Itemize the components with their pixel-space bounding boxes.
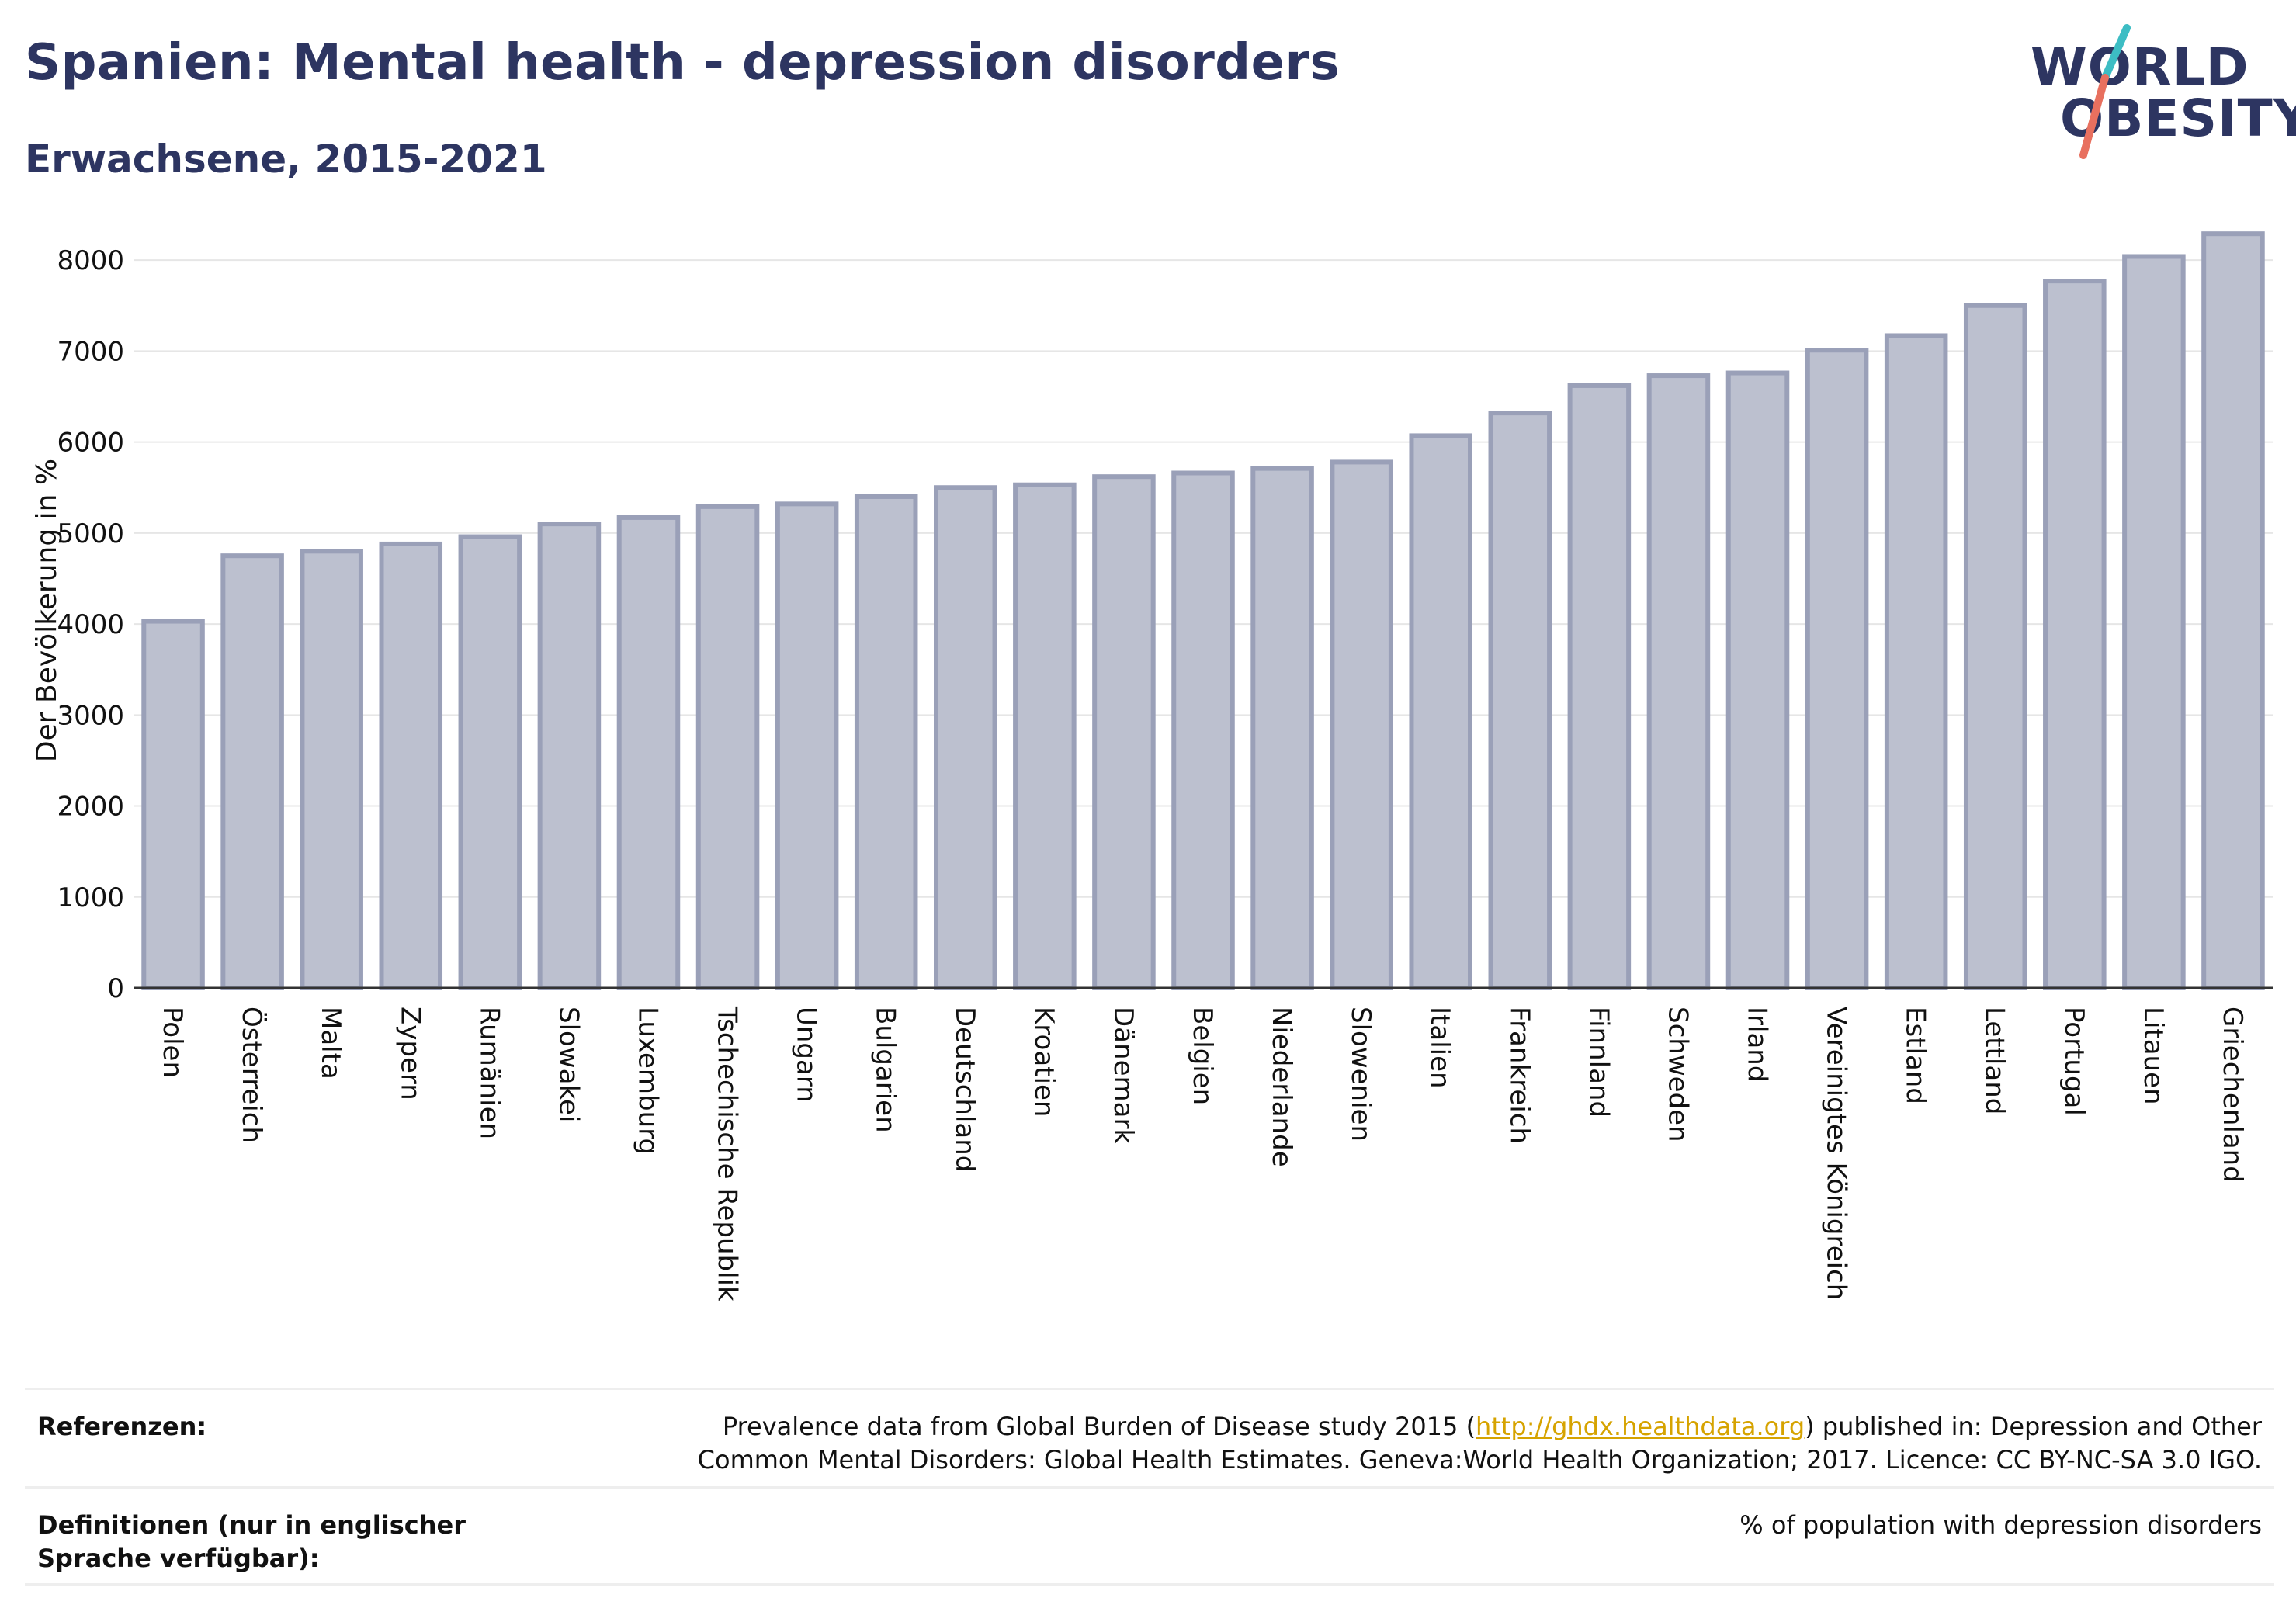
y-tick-label: 3000 xyxy=(57,700,124,731)
bar xyxy=(1250,466,1314,990)
x-tick-label: Malta xyxy=(315,1007,346,1080)
bar xyxy=(220,553,284,990)
x-tick-label: Slowakei xyxy=(553,1007,584,1122)
world-obesity-logo: WORLD OBESITY xyxy=(2018,23,2296,163)
x-tick-label: Slowenien xyxy=(1345,1007,1376,1142)
references-text-after: ) published in: Depression and Other Com… xyxy=(697,1412,2262,1475)
bar xyxy=(854,494,918,990)
bar xyxy=(775,501,839,990)
x-tick-label: Estland xyxy=(1900,1007,1931,1104)
bar xyxy=(537,522,602,990)
y-tick-label: 0 xyxy=(107,973,124,1004)
bar xyxy=(458,534,522,990)
x-tick-label: Griechenland xyxy=(2217,1007,2248,1183)
y-tick-label: 6000 xyxy=(57,428,124,459)
y-tick-label: 2000 xyxy=(57,792,124,823)
bar xyxy=(2201,231,2265,990)
x-tick-label: Vereinigtes Königreich xyxy=(1821,1007,1852,1300)
y-tick-label: 7000 xyxy=(57,336,124,367)
x-tick-label: Luxemburg xyxy=(632,1007,663,1155)
footer-references: Referenzen: Prevalence data from Global … xyxy=(25,1388,2274,1586)
chart-title: Spanien: Mental health - depression diso… xyxy=(25,34,1340,92)
y-tick-label: 1000 xyxy=(57,882,124,913)
references-text-before: Prevalence data from Global Burden of Di… xyxy=(722,1412,1476,1441)
bar xyxy=(1330,459,1393,990)
definitions-label: Definitionen (nur in englischer Sprache … xyxy=(37,1510,466,1573)
x-tick-label: Italien xyxy=(1424,1007,1455,1089)
x-tick-label: Tschechische Republik xyxy=(712,1006,743,1301)
bar xyxy=(1884,333,1948,990)
x-tick-label: Zypern xyxy=(394,1007,425,1100)
x-tick-label: Kroatien xyxy=(1028,1007,1060,1117)
x-tick-label: Bulgarien xyxy=(870,1007,901,1133)
bar xyxy=(1963,303,2027,990)
references-link[interactable]: http://ghdx.healthdata.org xyxy=(1476,1412,1805,1441)
bar xyxy=(1013,482,1077,990)
x-tick-label: Lettland xyxy=(1979,1007,2010,1114)
x-tick-label: Polen xyxy=(157,1007,188,1078)
definitions-row: Definitionen (nur in englischer Sprache … xyxy=(25,1486,2274,1586)
logo-text-line1: WORLD xyxy=(2031,37,2249,97)
y-tick-label: 8000 xyxy=(57,245,124,276)
references-row: Referenzen: Prevalence data from Global … xyxy=(25,1388,2274,1486)
bar xyxy=(2122,254,2186,991)
bar xyxy=(379,541,443,990)
bar-chart: 0 1000 2000 3000 4000 5000 6000 7000 8000 Der Bev… xyxy=(31,231,2273,1301)
bar xyxy=(1646,373,1711,991)
bar xyxy=(1171,470,1235,990)
y-tick-label: 5000 xyxy=(57,518,124,549)
bar xyxy=(616,515,681,990)
bar xyxy=(1567,383,1632,990)
definitions-text: % of population with depression disorder… xyxy=(1739,1510,2262,1540)
bar xyxy=(1805,348,1869,991)
bar xyxy=(934,485,997,990)
x-tick-label: Portugal xyxy=(2058,1007,2090,1116)
bar xyxy=(141,619,205,990)
x-tick-label: Irland xyxy=(1742,1007,1773,1082)
x-tick-label: Ungarn xyxy=(791,1007,822,1103)
x-tick-label: Finnland xyxy=(1583,1007,1614,1118)
bar xyxy=(1725,370,1790,990)
x-tick-label: Österreich xyxy=(236,1007,268,1143)
x-tick-label: Niederlande xyxy=(1266,1007,1297,1167)
bar xyxy=(695,504,760,990)
y-tick-label: 4000 xyxy=(57,609,124,640)
bar xyxy=(2043,279,2107,990)
bar xyxy=(1409,433,1472,990)
references-label: Referenzen: xyxy=(37,1412,207,1441)
logo-slash-icon xyxy=(2079,24,2131,159)
x-tick-label: Frankreich xyxy=(1503,1007,1535,1144)
bar xyxy=(300,549,363,990)
x-tick-label: Rumänien xyxy=(473,1007,505,1139)
y-axis-label: Der Bevölkerung in % xyxy=(31,459,63,762)
bar xyxy=(1092,474,1156,990)
bar xyxy=(1488,411,1552,990)
x-tick-label: Belgien xyxy=(1187,1007,1218,1105)
references-text: Prevalence data from Global Burden of Di… xyxy=(632,1410,2262,1477)
x-tick-label: Dänemark xyxy=(1108,1007,1139,1144)
x-tick-label: Deutschland xyxy=(949,1007,980,1172)
chart-subtitle: Erwachsene, 2015-2021 xyxy=(25,137,547,182)
x-tick-label: Litauen xyxy=(2138,1007,2169,1105)
x-tick-label: Schweden xyxy=(1662,1007,1693,1142)
